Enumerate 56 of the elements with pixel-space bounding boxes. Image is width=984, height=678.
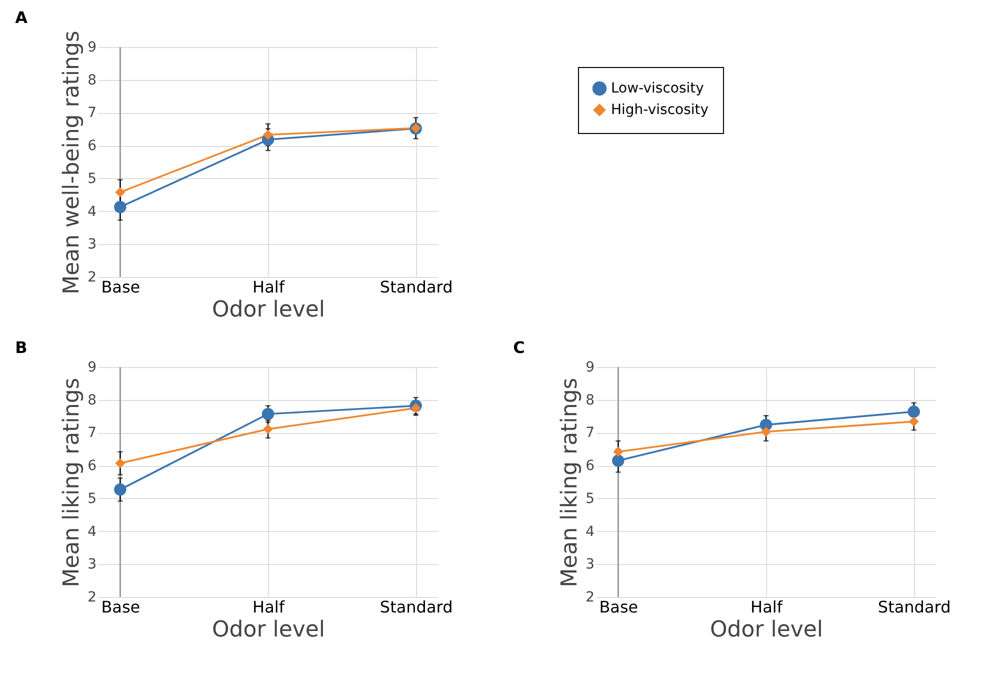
point [263,424,273,434]
y-tick-label: 3 [88,236,96,253]
y-tick-label: 8 [88,72,96,88]
y-tick-label: 7 [586,425,594,442]
y-tick-label: 9 [586,360,594,376]
y-tick-label: 9 [88,360,96,376]
x-tick-label: Base [101,278,140,296]
chart-title: A [15,8,28,28]
x-tick-label: Base [599,598,638,616]
x-tick-label: Half [252,278,285,296]
x-tick-label: Half [750,598,783,616]
x-axis-title: Odor level [212,298,326,322]
legend-label: High-viscosity [611,102,709,118]
point [908,416,919,427]
point [410,403,421,414]
point [114,200,126,214]
y-tick-label: 5 [586,490,594,507]
y-tick-label: 3 [586,556,594,573]
x-tick-label: Base [101,598,140,616]
y-tick-label: 6 [88,138,97,154]
y-axis-title: Mean liking ratings [60,378,85,588]
y-tick-label: 7 [88,425,96,442]
y-tick-label: 4 [88,524,97,540]
y-tick-label: 5 [88,170,96,187]
point [761,426,771,437]
y-tick-label: 7 [88,105,96,122]
y-axis-title: Mean well-being ratings [60,30,85,294]
point [612,454,624,467]
x-axis-title: Odor level [212,618,326,642]
y-tick-label: 8 [586,392,594,408]
chart-title: B [15,338,28,357]
x-tick-label: Standard [380,278,453,296]
x-tick-label: Half [252,598,285,616]
x-tick-label: Standard [380,598,453,616]
point [114,483,126,496]
point [115,187,126,198]
point [115,458,126,468]
y-tick-label: 8 [88,392,96,408]
chart-title: C [513,338,525,357]
y-tick-label: 2 [586,590,594,606]
x-tick-label: Standard [878,598,951,616]
y-tick-label: 3 [88,556,96,573]
y-tick-label: 5 [88,490,96,507]
y-tick-label: 4 [586,524,595,540]
point [263,130,273,140]
x-axis-title: Odor level [710,618,824,642]
y-tick-label: 2 [88,270,96,286]
legend-label: Low-viscosity [611,80,704,96]
point [613,446,624,457]
y-axis-title: Mean liking ratings [558,378,583,588]
y-tick-label: 6 [88,458,97,474]
y-tick-label: 2 [88,590,96,606]
y-tick-label: 9 [88,40,96,56]
y-tick-label: 6 [586,458,595,474]
y-tick-label: 4 [88,204,97,220]
point [908,406,920,418]
